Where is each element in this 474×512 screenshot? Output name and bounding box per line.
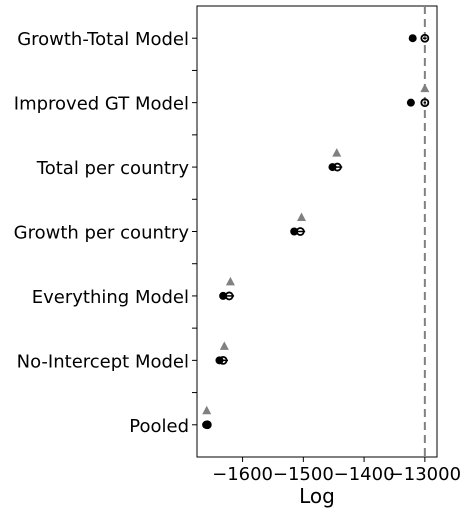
triangle-point xyxy=(297,212,307,221)
x-tick-labels: −1600 −1500 −1400−13000 xyxy=(212,464,461,485)
y-tick-label: Pooled xyxy=(129,416,189,437)
y-tick-label: Growth-Total Model xyxy=(17,29,189,50)
open-circle-point xyxy=(224,291,234,301)
x-tick-label: −13000 xyxy=(389,464,461,485)
filled-circle-point xyxy=(408,34,417,43)
filled-circle-point xyxy=(290,227,299,236)
open-circle-point xyxy=(332,162,342,172)
triangle-point xyxy=(225,276,235,286)
y-tick-label: Improved GT Model xyxy=(14,94,189,115)
plot-frame xyxy=(196,5,438,458)
triangle-point xyxy=(202,405,212,415)
data-points xyxy=(202,33,430,430)
x-tick-label: −1400 xyxy=(334,464,395,485)
y-tick-label: Everything Model xyxy=(32,287,189,308)
triangle-point xyxy=(332,148,342,157)
open-circle-point xyxy=(295,227,305,236)
open-circle-point xyxy=(420,33,430,43)
y-tick-labels: Growth-Total Model Improved GT Model Total… xyxy=(14,29,190,437)
x-ticks xyxy=(242,457,426,462)
y-tick-label: Total per country xyxy=(36,158,190,179)
y-tick-label: No-Intercept Model xyxy=(17,351,189,372)
open-circle-point xyxy=(202,420,212,430)
y-ticks xyxy=(192,37,197,426)
triangle-point xyxy=(420,83,430,93)
open-circle-point xyxy=(218,355,228,365)
x-axis-label: Log xyxy=(299,484,335,508)
filled-circle-point xyxy=(406,98,415,107)
open-circle-point xyxy=(420,98,430,108)
filled-circle-point xyxy=(219,291,228,300)
y-tick-label: Growth per country xyxy=(14,223,190,244)
x-tick-label: −1600 xyxy=(212,464,273,485)
triangle-point xyxy=(219,341,229,350)
x-tick-label: −1500 xyxy=(273,464,334,485)
